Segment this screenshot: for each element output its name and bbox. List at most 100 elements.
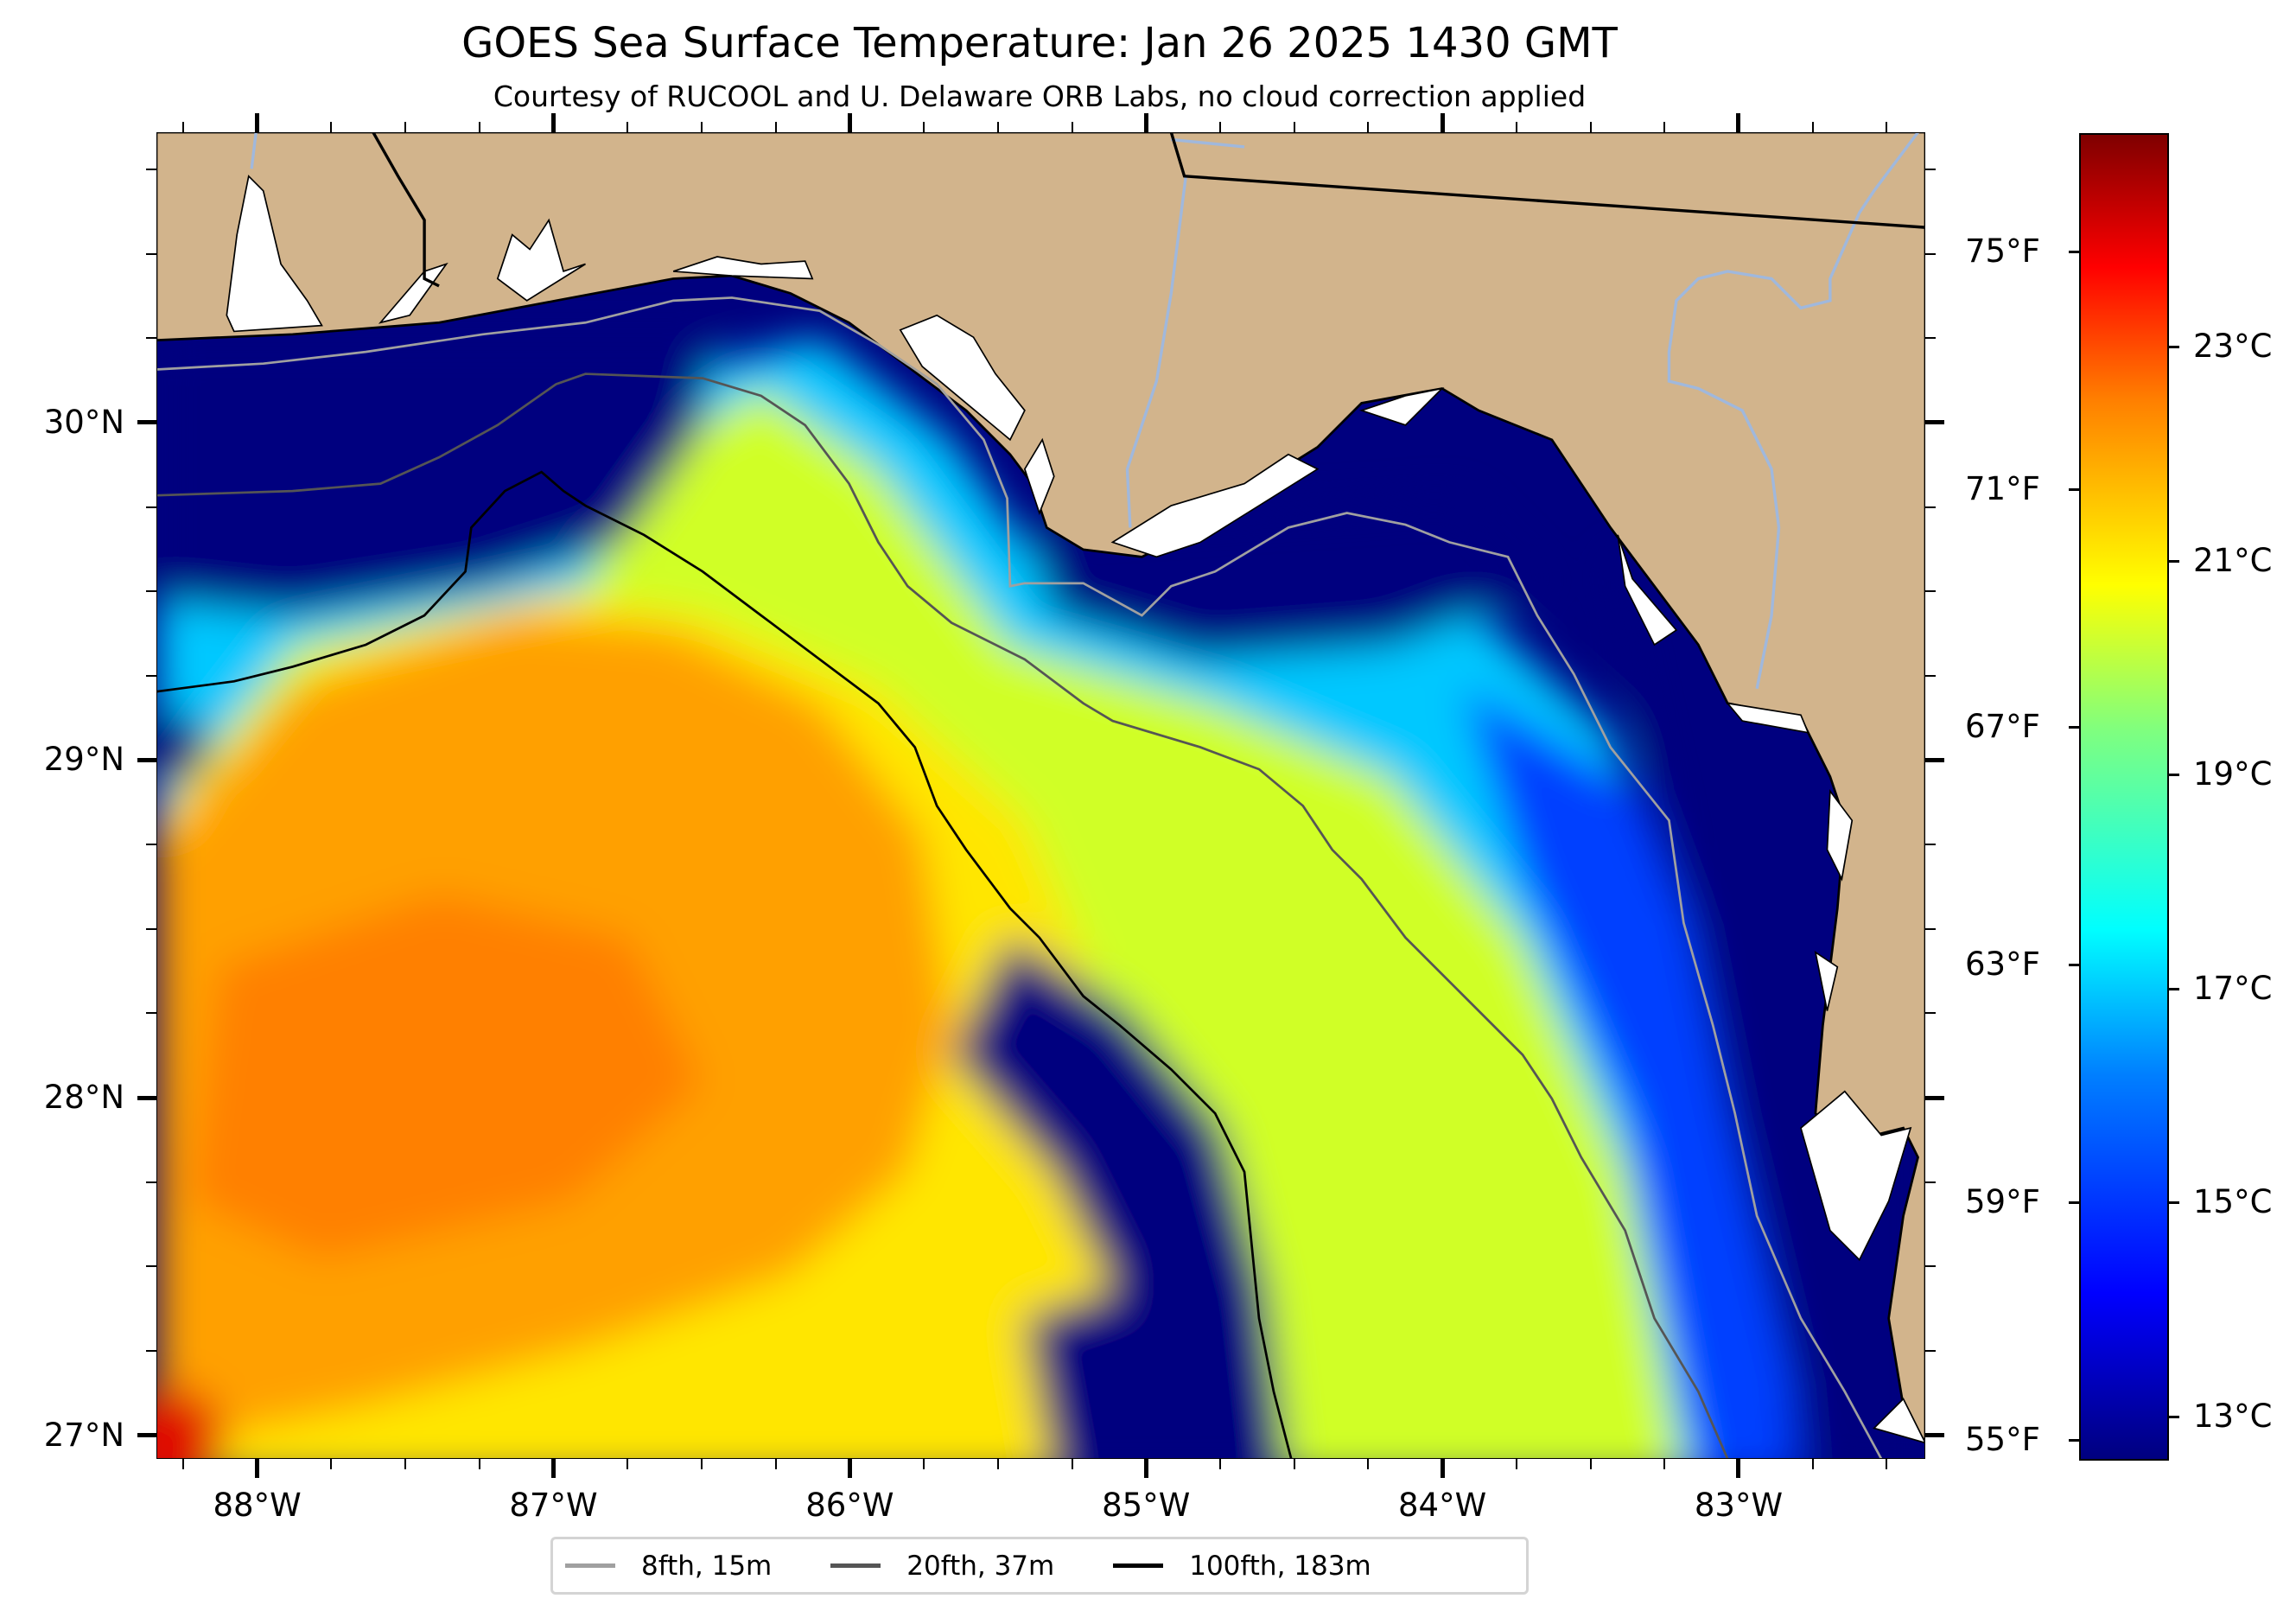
x-tick-label: 87°W — [509, 1487, 598, 1524]
x-major-tick-top — [1143, 113, 1148, 132]
x-minor-tick-top — [1367, 122, 1370, 132]
x-minor-tick-bottom — [1218, 1459, 1221, 1469]
x-minor-tick-top — [700, 122, 703, 132]
x-major-tick-bottom — [1736, 1459, 1741, 1478]
colorbar-tick-c — [2169, 987, 2179, 990]
x-minor-tick-top — [181, 122, 184, 132]
x-minor-tick-bottom — [774, 1459, 777, 1469]
legend-item-100fth: 100fth, 183m — [1113, 1551, 1371, 1582]
x-minor-tick-top — [478, 122, 480, 132]
colorbar-tick-c — [2169, 774, 2179, 777]
y-minor-tick-right — [1925, 252, 1936, 255]
y-minor-tick-left — [146, 1012, 156, 1015]
y-minor-tick-left — [146, 1265, 156, 1268]
x-minor-tick-bottom — [404, 1459, 407, 1469]
colorbar-label-f: 67°F — [1965, 708, 2040, 746]
x-major-tick-bottom — [550, 1459, 556, 1478]
x-minor-tick-bottom — [700, 1459, 703, 1469]
x-minor-tick-top — [1218, 122, 1221, 132]
colorbar-tick-f — [2069, 964, 2079, 967]
y-major-tick-right — [1925, 420, 1944, 425]
y-major-tick-left — [137, 757, 156, 762]
colorbar-label-f: 75°F — [1965, 232, 2040, 271]
contour-20fth — [156, 373, 1729, 1459]
y-minor-tick-right — [1925, 1012, 1936, 1015]
y-minor-tick-right — [1925, 674, 1936, 677]
x-minor-tick-top — [1293, 122, 1295, 132]
x-minor-tick-bottom — [478, 1459, 480, 1469]
y-minor-tick-right — [1925, 590, 1936, 593]
colorbar-tick-f — [2069, 1201, 2079, 1205]
colorbar-tick-c — [2169, 1201, 2179, 1205]
y-minor-tick-left — [146, 252, 156, 255]
chart-subtitle: Courtesy of RUCOOL and U. Delaware ORB L… — [493, 80, 1587, 113]
y-minor-tick-left — [146, 1181, 156, 1183]
rivers — [250, 132, 1919, 690]
x-minor-tick-top — [923, 122, 925, 132]
legend-item-8fth: 8fth, 15m — [565, 1551, 772, 1582]
sst-cold-shelf — [156, 337, 718, 616]
x-major-tick-top — [255, 113, 260, 132]
x-minor-tick-top — [1663, 122, 1666, 132]
x-minor-tick-bottom — [1071, 1459, 1073, 1469]
sst-hot-corner — [156, 1387, 224, 1459]
y-major-tick-left — [137, 420, 156, 425]
x-minor-tick-top — [404, 122, 407, 132]
y-tick-label: 27°N — [43, 1416, 124, 1454]
y-minor-tick-right — [1925, 1181, 1936, 1183]
x-minor-tick-bottom — [1886, 1459, 1888, 1469]
y-major-tick-right — [1925, 1095, 1944, 1100]
x-minor-tick-top — [626, 122, 629, 132]
x-tick-label: 86°W — [805, 1487, 894, 1524]
x-major-tick-top — [1736, 113, 1741, 132]
x-major-tick-bottom — [255, 1459, 260, 1478]
colorbar-tick-c — [2169, 559, 2179, 563]
x-minor-tick-top — [774, 122, 777, 132]
y-major-tick-right — [1925, 757, 1944, 762]
colorbar-tick-c — [2169, 1415, 2179, 1418]
y-minor-tick-right — [1925, 337, 1936, 340]
y-minor-tick-left — [146, 844, 156, 846]
colorbar-label-c: 19°C — [2193, 755, 2273, 793]
x-minor-tick-bottom — [181, 1459, 184, 1469]
x-minor-tick-top — [330, 122, 333, 132]
y-minor-tick-left — [146, 337, 156, 340]
x-minor-tick-top — [996, 122, 999, 132]
legend: 8fth, 15m 20fth, 37m 100fth, 183m — [550, 1537, 1529, 1595]
colorbar-label-c: 17°C — [2193, 969, 2273, 1007]
y-major-tick-right — [1925, 1433, 1944, 1438]
y-minor-tick-left — [146, 506, 156, 508]
x-major-tick-top — [550, 113, 556, 132]
state-borders — [372, 132, 1925, 288]
colorbar-label-c: 13°C — [2193, 1397, 2273, 1435]
y-minor-tick-left — [146, 1350, 156, 1352]
x-minor-tick-bottom — [1367, 1459, 1370, 1469]
y-minor-tick-right — [1925, 168, 1936, 170]
x-major-tick-top — [1440, 113, 1445, 132]
x-minor-tick-bottom — [330, 1459, 333, 1469]
x-major-tick-top — [847, 113, 852, 132]
y-tick-label: 30°N — [43, 403, 124, 441]
x-minor-tick-top — [1886, 122, 1888, 132]
legend-line-8fth — [565, 1563, 615, 1568]
y-minor-tick-right — [1925, 927, 1936, 930]
sst-map — [156, 132, 1925, 1459]
legend-label: 100fth, 183m — [1189, 1550, 1371, 1582]
x-tick-label: 84°W — [1398, 1487, 1487, 1524]
sst-cold-eddy — [156, 711, 208, 783]
x-major-tick-bottom — [847, 1459, 852, 1478]
chart-title: GOES Sea Surface Temperature: Jan 26 202… — [461, 19, 1618, 67]
x-minor-tick-bottom — [1589, 1459, 1592, 1469]
x-minor-tick-top — [1515, 122, 1517, 132]
x-minor-tick-bottom — [1811, 1459, 1814, 1469]
y-minor-tick-right — [1925, 1265, 1936, 1268]
colorbar-tick-f — [2069, 1439, 2079, 1442]
y-minor-tick-right — [1925, 844, 1936, 846]
x-minor-tick-top — [1071, 122, 1073, 132]
colorbar-label-c: 15°C — [2193, 1183, 2273, 1221]
y-minor-tick-left — [146, 674, 156, 677]
x-minor-tick-bottom — [1515, 1459, 1517, 1469]
colorbar — [2079, 133, 2169, 1461]
colorbar-tick-f — [2069, 251, 2079, 254]
x-major-tick-bottom — [1440, 1459, 1445, 1478]
